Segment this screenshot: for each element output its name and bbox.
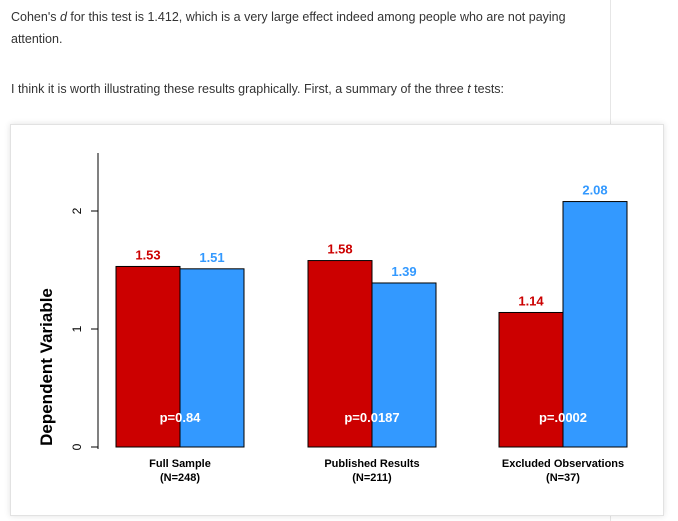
category-n-label-0: (N=248): [160, 472, 200, 484]
bar-value-label-0-1: 1.51: [199, 250, 224, 265]
bar-value-label-0-0: 1.53: [135, 247, 160, 262]
y-axis-label: Dependent Variable: [37, 288, 56, 446]
p2-text-start: I think it is worth illustrating these r…: [11, 82, 468, 96]
category-label-1: Published Results: [324, 458, 419, 470]
bar-value-label-2-1: 2.08: [582, 183, 607, 198]
bar-chart: 012 Dependent Variable 1.53 1.511.581.391…: [37, 153, 628, 484]
p-value-labels: p=0.84 p=0.0187 p=.0002: [160, 410, 587, 425]
article-body: Cohen's d for this test is 1.412, which …: [11, 6, 591, 100]
bar-value-label-2-0: 1.14: [518, 293, 544, 308]
category-n-label-1: (N=211): [352, 472, 392, 484]
p-value-label-1: p=0.0187: [344, 410, 399, 425]
y-tick-label-1: 1: [70, 325, 84, 332]
p2-text-end: tests:: [470, 82, 505, 96]
category-n-label-2: (N=37): [546, 472, 580, 484]
p-value-label-0: p=0.84: [160, 410, 202, 425]
bar-2-1: [562, 201, 628, 448]
bars: [115, 201, 628, 448]
p2-italic-t: t: [467, 82, 471, 96]
x-axis-labels: Full Sample (N=248) Published Results (N=21…: [149, 458, 624, 484]
bar-1-0: [307, 260, 373, 448]
bar-value-labels: 1.53 1.51 1.58 1.39 1.14 2.08: [135, 183, 607, 309]
bar-2-0: [498, 311, 564, 448]
p1-italic-d: d: [59, 10, 67, 24]
paragraph-effect-size: Cohen's d for this test is 1.412, which …: [11, 6, 571, 50]
category-label-0: Full Sample: [149, 458, 211, 470]
paragraph-intro-graph: I think it is worth illustrating these r…: [11, 78, 591, 100]
y-axis-ticks: 0 1 2: [70, 207, 98, 450]
bar-value-label-1-0: 1.58: [327, 242, 352, 257]
category-label-2: Excluded Observations: [502, 458, 624, 470]
bar-value-label-1-1: 1.39: [391, 264, 416, 279]
bar-0-1: [179, 268, 245, 448]
p1-text-end: for this test is 1.412, which is a very …: [11, 10, 566, 46]
p1-text-start: Cohen's: [11, 10, 60, 24]
p-value-label-2: p=.0002: [539, 410, 587, 425]
y-tick-label-0: 0: [70, 443, 84, 450]
y-tick-label-2: 2: [70, 207, 84, 214]
bar-0-0: [115, 265, 181, 448]
bar-1-1: [371, 282, 437, 448]
